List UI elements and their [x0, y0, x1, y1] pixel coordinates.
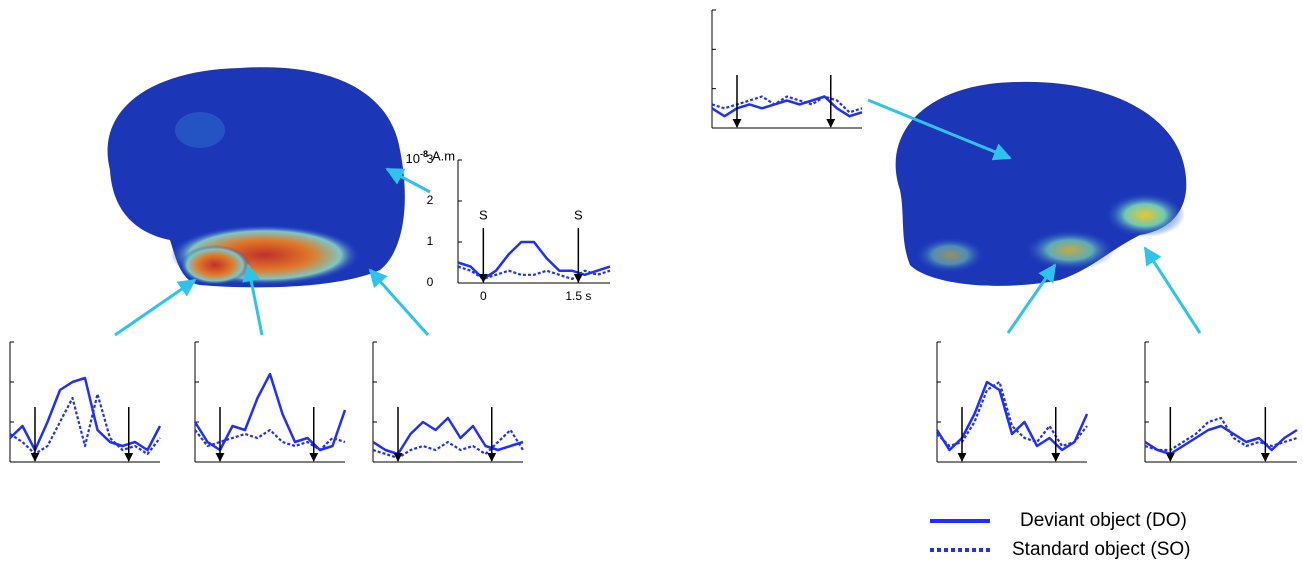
series-line	[193, 372, 347, 452]
legend: Deviant object (DO) Standard object (SO)	[930, 510, 1190, 560]
y-tick-label: 1	[427, 234, 434, 248]
y-unit: 10-8	[406, 149, 428, 166]
y-tick-label: 3	[427, 152, 434, 166]
y-unit-exponent: -8	[420, 149, 428, 159]
stimulus-label: S	[479, 207, 488, 222]
series-line	[711, 95, 863, 118]
stimulus-label: S	[574, 207, 583, 222]
series-line	[9, 376, 162, 452]
y-unit-base: 10	[406, 151, 420, 166]
y-tick-label: 0	[427, 275, 434, 289]
x-tick-label: 1.5 s	[565, 289, 591, 303]
series-line	[1144, 424, 1298, 456]
series-line	[1144, 416, 1298, 452]
series-line	[935, 380, 1089, 452]
series-line	[194, 428, 346, 452]
y-unit-label: A.m	[432, 148, 455, 163]
y-tick-label: 2	[427, 193, 434, 207]
brain-right	[895, 81, 1187, 286]
pointer-arrows	[114, 98, 1202, 337]
series-line	[936, 380, 1088, 448]
legend-label: Standard object (SO)	[1012, 539, 1190, 560]
series-line	[372, 416, 524, 456]
legend-label: Deviant object (DO)	[1020, 510, 1187, 531]
series-line	[457, 240, 611, 281]
series-line	[457, 265, 611, 280]
x-tick-label: 0	[480, 289, 487, 303]
brain-left	[107, 67, 405, 288]
